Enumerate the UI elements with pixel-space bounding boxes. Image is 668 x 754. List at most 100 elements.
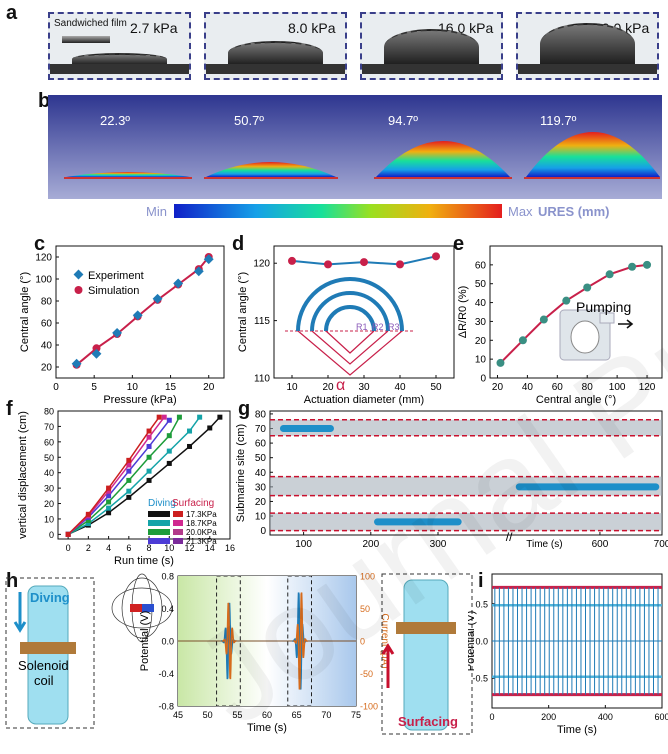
panel-label-d: d: [232, 233, 245, 255]
inset-device: [570, 320, 600, 354]
current-pulse: [293, 592, 308, 690]
y-tick-label: -0.5: [472, 674, 488, 684]
legend-swatch-4: [148, 538, 170, 544]
trajectory-point: [187, 428, 193, 434]
trajectory-point: [146, 468, 152, 474]
chart-f-axes: 0 2 4 6 8 10 12 14 16 0 10 20 30 40 50 60 70 80 Run time (…: [17, 407, 235, 568]
chart-i-axes: 0 200 400 600 -0.5 0.0 0.5 Time (s) Potential (V…: [468, 573, 668, 736]
y-axis-label: Potential (V): [468, 611, 477, 672]
x-tick-label: 100: [295, 539, 312, 550]
x-tick-label: 6: [126, 543, 131, 553]
sim-dome-4: [526, 132, 660, 177]
panel-label-f: f: [6, 398, 13, 420]
depth-band: [270, 419, 662, 436]
y-tick-label: -0.4: [158, 669, 174, 679]
chart-d-marks: [288, 252, 440, 269]
legend-swatch-6: [173, 520, 183, 526]
angle-point: [396, 260, 404, 269]
chart-h-marks: [178, 575, 356, 707]
y-tick-label: 40: [41, 341, 53, 352]
surfacing-coil: [396, 622, 456, 634]
x-tick-label: 20: [492, 382, 504, 393]
x-tick-label: 0: [489, 712, 494, 722]
y-tick-label: 30: [255, 482, 267, 493]
x-axis-label: Pressure (kPa): [103, 394, 176, 406]
experiment-point: [193, 266, 204, 277]
experiment-point: [203, 254, 214, 265]
y-tick-label: 80: [44, 407, 54, 417]
depth-band: [270, 476, 662, 496]
simulation-point: [92, 344, 101, 353]
legend-swatch-7: [173, 529, 183, 535]
field-line-2: [121, 577, 163, 639]
y-tick-label: 60: [44, 437, 54, 447]
trajectory-point: [106, 485, 112, 491]
film-scale-bar: [62, 36, 110, 43]
trajectory-point: [207, 425, 213, 431]
legend-swatch-1: [148, 511, 170, 517]
surfacing-frame: [381, 573, 473, 735]
x-tick-label: 600: [654, 712, 668, 722]
y-tick-label: 20: [475, 336, 487, 347]
y2-tick-label: 100: [360, 572, 375, 582]
surfacing-arrow: [381, 643, 395, 688]
x-tick-label: 10: [127, 382, 139, 393]
legend-swatch-8: [173, 538, 183, 544]
trajectory-point: [126, 477, 132, 483]
experiment-point: [91, 348, 102, 359]
x-tick-label: 4: [106, 543, 111, 553]
experiment-point: [132, 310, 143, 321]
plot-frame: [269, 410, 663, 536]
resistance-point: [539, 315, 548, 324]
legend-experiment-marker: [73, 269, 84, 280]
chart-c-marks: [71, 253, 214, 369]
y-tick-label: 30: [44, 484, 54, 494]
y2-axis-label: Current (μA): [379, 613, 390, 668]
photo-20-0kpa: 20.0 kPa: [516, 12, 659, 80]
y-tick-label: 115: [254, 316, 270, 327]
solenoid-coil: [20, 642, 76, 654]
film-strip-4: [518, 64, 657, 74]
x-tick-label: 200: [362, 539, 379, 550]
trajectory-point: [106, 505, 112, 511]
trajectory-point: [187, 443, 193, 449]
film-strip-3: [362, 64, 501, 74]
trajectory-point: [85, 521, 91, 527]
plot-frame: [489, 245, 663, 379]
diving-schematic: Diving Solenoid coil: [5, 577, 95, 729]
x-tick-label: 700: [654, 539, 668, 550]
x-tick-label: 14: [205, 543, 215, 553]
y-tick-label: 110: [254, 374, 270, 385]
angle-label-4: 119.7º: [540, 113, 577, 128]
legend-surfacing: Surfacing: [172, 498, 214, 509]
sandwiched-film-label: Sandwiched film: [54, 18, 127, 29]
chart-h: Diving Solenoid coil 45 50 55 60 65 70 75 -0.8 -…: [5, 572, 473, 735]
y-tick-label: 0.0: [161, 637, 174, 647]
y-tick-label: 70: [44, 422, 54, 432]
panel-label-a: a: [6, 2, 18, 24]
x-tick-label: 30: [358, 382, 370, 393]
chart-f-legend: Diving Surfacing 17.3KPa 18.7KPa 20.0KPa…: [148, 498, 217, 546]
x-tick-label: 60: [552, 382, 564, 393]
y-tick-label: 30: [475, 317, 487, 328]
y-tick-label: 70: [255, 424, 267, 435]
x-axis-label: Actuation diameter (mm): [304, 394, 424, 406]
chart-c-legend: Experiment Simulation: [73, 269, 144, 297]
colorbar: [174, 204, 502, 218]
angle-point: [288, 256, 296, 265]
legend-simulation-label: Simulation: [88, 285, 139, 297]
chart-c: 0 5 10 15 20 20 40 60 80 100 120 Pressure (kPa) Cent…: [19, 245, 225, 406]
x-tick-label: 50: [203, 710, 213, 720]
trajectory-point: [166, 448, 172, 454]
pumping-arrow: [618, 319, 634, 329]
x-axis-label: Time (s): [247, 722, 287, 734]
y-tick-label: 0: [480, 374, 486, 385]
resistance-point: [628, 262, 637, 271]
x-tick-label: 300: [430, 539, 447, 550]
y-tick-label: 120: [35, 253, 52, 264]
photo-16-0kpa: 16.0 kPa: [360, 12, 503, 80]
chart-e-marks: [496, 260, 652, 367]
y-tick-label: 40: [475, 298, 487, 309]
x-tick-label: 45: [173, 710, 183, 720]
